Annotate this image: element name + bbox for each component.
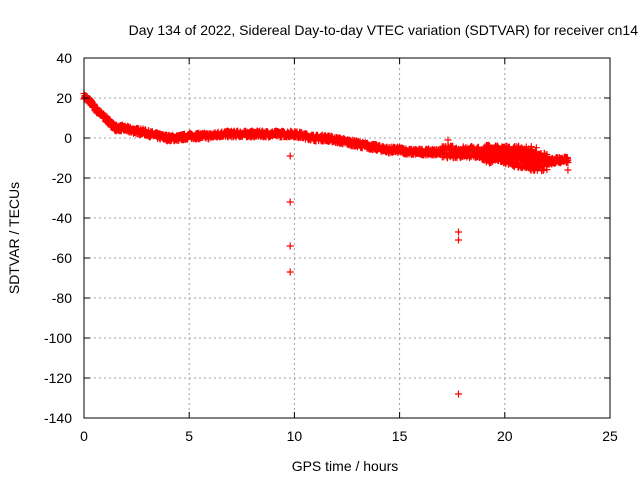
outlier-point [286, 152, 294, 160]
points-layer [80, 89, 572, 398]
data-point [531, 149, 539, 157]
x-tick-label: 15 [392, 428, 408, 444]
y-tick-label: -120 [44, 370, 72, 386]
chart-title: Day 134 of 2022, Sidereal Day-to-day VTE… [129, 22, 639, 38]
outlier-point [455, 228, 463, 236]
data-point [508, 150, 516, 158]
y-tick-label: 40 [56, 50, 72, 66]
outlier-point [444, 136, 452, 144]
y-tick-label: 0 [64, 130, 72, 146]
x-tick-label: 20 [497, 428, 513, 444]
y-tick-label: -60 [52, 250, 72, 266]
grid-layer [84, 58, 610, 418]
x-tick-label: 0 [80, 428, 88, 444]
y-tick-label: -80 [52, 290, 72, 306]
y-tick-label: -100 [44, 330, 72, 346]
data-point [564, 159, 572, 167]
y-tick-label: -140 [44, 410, 72, 426]
data-point [543, 166, 551, 174]
data-point [489, 147, 497, 155]
outlier-point [455, 236, 463, 244]
x-tick-label: 10 [287, 428, 303, 444]
outlier-point [455, 390, 463, 398]
data-point [527, 143, 535, 151]
y-tick-label: -40 [52, 210, 72, 226]
data-point [532, 147, 540, 155]
outlier-point [286, 242, 294, 250]
outlier-point [286, 198, 294, 206]
plot-frame [83, 57, 611, 419]
frame-layer [83, 57, 611, 419]
x-tick-label: 25 [602, 428, 618, 444]
data-point [532, 144, 540, 152]
y-axis-label: SDTVAR / TECUs [6, 182, 22, 294]
y-tick-label: -20 [52, 170, 72, 186]
x-axis-label: GPS time / hours [292, 458, 399, 474]
x-tick-label: 5 [185, 428, 193, 444]
ticks-layer: 0 5 10 15 20 25 40 20 0 -20 -40 -60 -80 -100 -120 -140 [44, 50, 618, 444]
y-tick-label: 20 [56, 90, 72, 106]
outlier-point [286, 268, 294, 276]
outlier-point [564, 166, 572, 174]
